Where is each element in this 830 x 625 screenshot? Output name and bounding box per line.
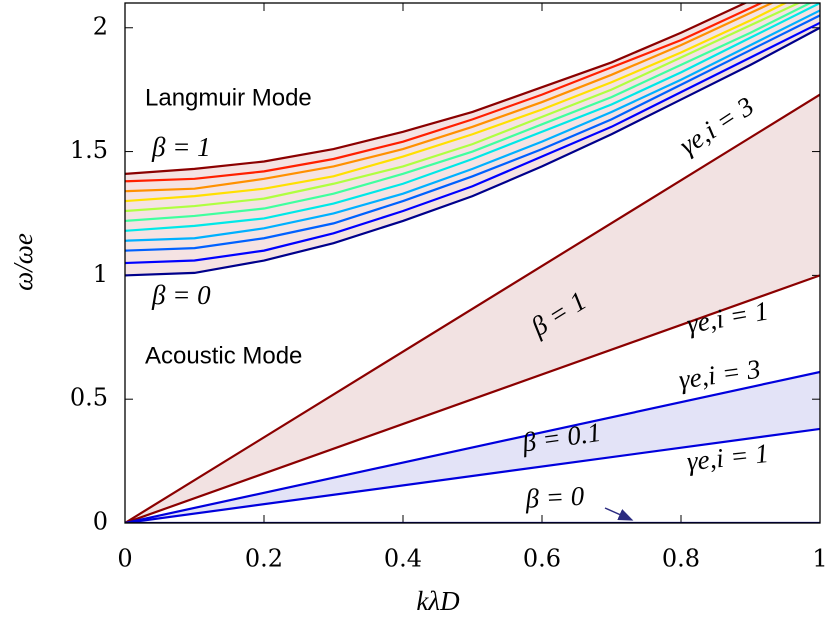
line <box>125 14 820 252</box>
x-axis-label: kλD <box>416 586 460 616</box>
line <box>125 3 764 183</box>
annotation: Langmuir Mode <box>145 84 312 111</box>
line <box>125 3 775 193</box>
y-tick-label: 2 <box>93 12 108 40</box>
annotation: β = 1 <box>151 132 211 162</box>
x-tick-label: 0.2 <box>245 545 283 573</box>
line <box>125 3 788 203</box>
annotation: β = 0 <box>151 280 211 310</box>
x-tick-label: 0 <box>117 545 132 573</box>
line <box>125 370 820 523</box>
line <box>125 427 820 523</box>
line <box>125 274 820 523</box>
arrow <box>604 507 634 521</box>
x-tick-label: 1 <box>812 545 827 573</box>
line <box>125 3 748 175</box>
x-tick-label: 0.8 <box>662 545 700 573</box>
lines <box>125 3 820 523</box>
labels: 0 0.2 0.4 0.6 0.8 1 0 0.5 1 1.5 2 Langmuir Mode β = … <box>70 12 828 572</box>
x-tick-label: 0.6 <box>523 545 561 573</box>
x-tick-label: 0.4 <box>384 545 422 573</box>
annotation: Acoustic Mode <box>145 342 302 369</box>
line <box>125 93 820 523</box>
band-fill <box>125 3 820 276</box>
annotation: β = 0 <box>524 481 586 514</box>
line <box>125 9 820 242</box>
line <box>125 3 813 223</box>
y-tick-label: 0.5 <box>70 384 108 412</box>
line <box>125 21 820 265</box>
y-tick-label: 0 <box>93 508 108 536</box>
y-tick-label: 1 <box>93 260 108 288</box>
line <box>125 3 820 232</box>
y-axis-label: ω/ωe <box>8 233 38 291</box>
line <box>125 3 802 213</box>
y-tick-label: 1.5 <box>70 136 108 164</box>
plot-frame <box>124 2 821 524</box>
line <box>125 26 820 277</box>
